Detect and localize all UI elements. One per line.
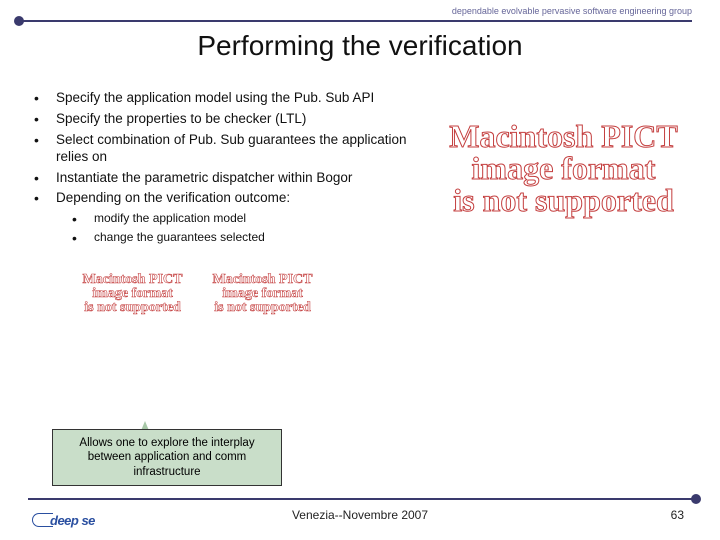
header-rule [20,20,692,22]
footer-date: Venezia--Novembre 2007 [0,508,720,522]
pict-line: is not supported [70,301,195,315]
bullet-item: Instantiate the parametric dispatcher wi… [28,170,418,187]
footer-rule [28,498,695,500]
pict-placeholder-small: Macintosh PICT image format is not suppo… [200,273,325,315]
callout-box: Allows one to explore the interplay betw… [52,429,282,486]
sub-bullet-item: modify the application model [66,211,418,226]
pict-line: Macintosh PICT [441,120,686,152]
pict-line: image format [200,287,325,301]
pict-line: is not supported [441,184,686,216]
pict-placeholder-small: Macintosh PICT image format is not suppo… [70,273,195,315]
bullet-item: Specify the properties to be checker (LT… [28,111,418,128]
pict-line: image format [70,287,195,301]
footer-dot-icon [691,494,701,504]
slide-title: Performing the verification [0,30,720,62]
branding-text: dependable evolvable pervasive software … [452,6,692,16]
bullet-item: Select combination of Pub. Sub guarantee… [28,132,418,166]
footer-page-number: 63 [671,508,684,522]
sub-bullet-item: change the guarantees selected [66,230,418,245]
pict-line: is not supported [200,301,325,315]
pict-line: Macintosh PICT [200,273,325,287]
pict-line: image format [441,152,686,184]
bullet-list: Specify the application model using the … [28,90,418,249]
bullet-item: Specify the application model using the … [28,90,418,107]
pict-line: Macintosh PICT [70,273,195,287]
pict-placeholder-large: Macintosh PICT image format is not suppo… [441,120,686,216]
bullet-item: Depending on the verification outcome: [28,190,418,207]
